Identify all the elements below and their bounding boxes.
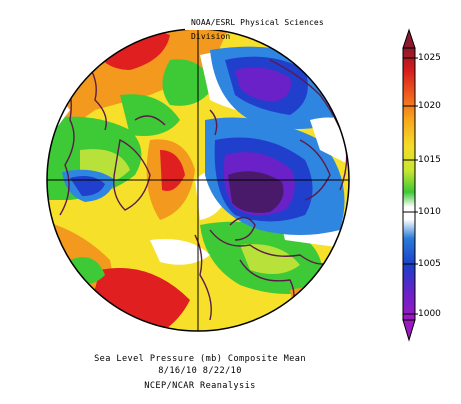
colorbar-tick-1025: 1025 (418, 53, 441, 63)
colorbar-tick-1015: 1015 (418, 155, 441, 165)
caption-title: Sea Level Pressure (mb) Composite Mean (94, 354, 306, 364)
colorbar (402, 28, 418, 342)
pressure-field (47, 29, 349, 331)
caption-source: NCEP/NCAR Reanalysis (144, 381, 256, 391)
colorbar-tick-1020: 1020 (418, 101, 441, 111)
credit-label: NOAA/ESRL Physical Sciences Division (185, 16, 366, 41)
colorbar-tick-1010: 1010 (418, 207, 441, 217)
colorbar-tick-1005: 1005 (418, 259, 441, 269)
colorbar-tick-1000: 1000 (418, 309, 441, 319)
caption-dates: 8/16/10 8/22/10 (158, 366, 242, 376)
